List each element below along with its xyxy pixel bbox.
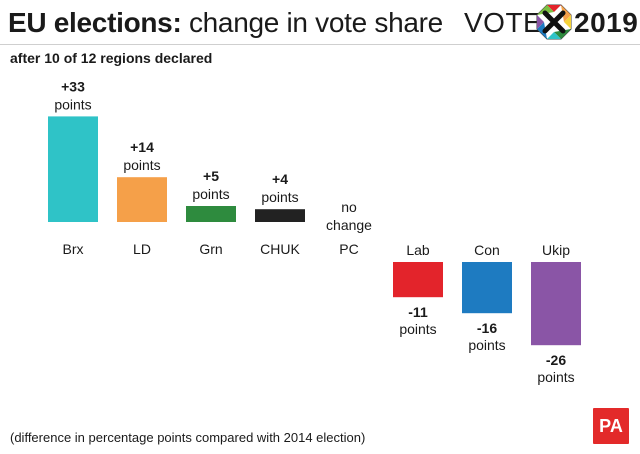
- bar-ukip: [531, 262, 581, 346]
- title-rest: change in vote share: [181, 7, 443, 38]
- ballot-x-icon: [536, 4, 572, 40]
- bar-ld: [117, 177, 167, 222]
- value-label-brx: +33: [61, 78, 85, 94]
- logo-word: VOTE: [464, 7, 543, 38]
- zero-label-line1: no: [341, 199, 357, 215]
- unit-label-grn: points: [192, 186, 229, 202]
- value-label-grn: +5: [203, 168, 219, 184]
- category-label-con: Con: [474, 242, 500, 258]
- chart-title: EU elections: change in vote share: [8, 6, 443, 40]
- bar-grn: [186, 206, 236, 222]
- category-label-chuk: CHUK: [260, 241, 300, 257]
- category-label-ld: LD: [133, 241, 151, 257]
- vote-2019-logo: VOTE 2019: [464, 4, 638, 42]
- value-label-ld: +14: [130, 139, 154, 155]
- bar-brx: [48, 116, 98, 222]
- category-label-pc: PC: [339, 241, 358, 257]
- unit-label-ukip: points: [537, 369, 574, 385]
- logo-year: 2019: [574, 7, 639, 38]
- bar-lab: [393, 262, 443, 298]
- header: EU elections: change in vote share VOTE …: [0, 0, 640, 44]
- unit-label-lab: points: [399, 321, 436, 337]
- unit-label-ld: points: [123, 157, 160, 173]
- chart-subtitle: after 10 of 12 regions declared: [10, 50, 213, 66]
- unit-label-con: points: [468, 337, 505, 353]
- zero-label-line2: change: [326, 217, 372, 233]
- bar-chuk: [255, 209, 305, 222]
- value-label-ukip: -26: [546, 352, 566, 368]
- category-label-lab: Lab: [406, 242, 430, 258]
- footnote: (difference in percentage points compare…: [10, 430, 366, 445]
- value-label-chuk: +4: [272, 171, 288, 187]
- category-label-brx: Brx: [63, 241, 84, 257]
- value-label-lab: -11: [408, 304, 428, 320]
- bar-con: [462, 262, 512, 314]
- pa-logo-badge: PA: [593, 408, 629, 444]
- title-bold: EU elections:: [8, 7, 182, 38]
- category-label-grn: Grn: [199, 241, 222, 257]
- value-label-con: -16: [477, 320, 497, 336]
- unit-label-brx: points: [54, 96, 91, 112]
- header-divider: [0, 44, 640, 45]
- category-label-ukip: Ukip: [542, 242, 570, 258]
- unit-label-chuk: points: [261, 189, 298, 205]
